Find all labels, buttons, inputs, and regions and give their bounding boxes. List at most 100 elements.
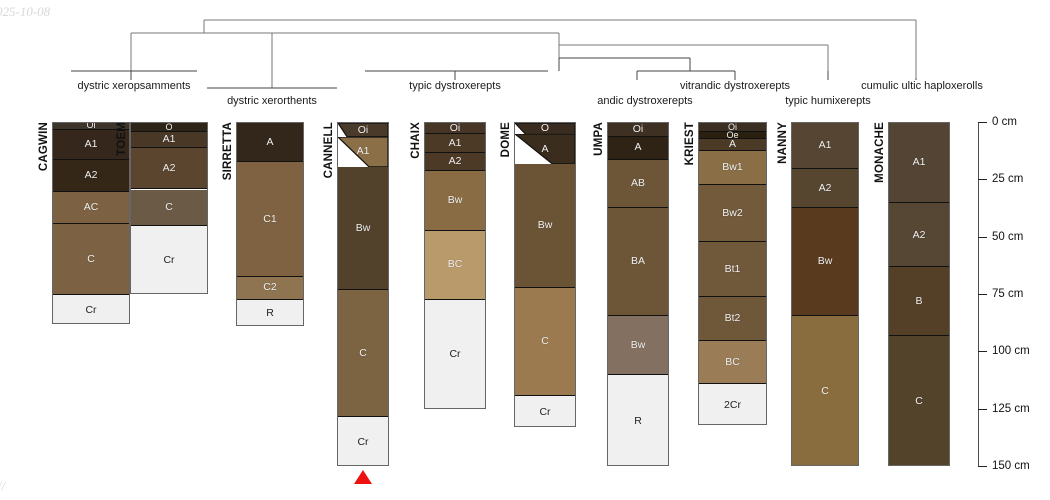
horizon-oi[interactable]: Oi — [425, 123, 485, 135]
horizon-label-a1: A1 — [912, 156, 926, 169]
horizon-c[interactable]: C — [338, 290, 388, 417]
horizon-c[interactable]: C — [131, 189, 207, 227]
horizon-c[interactable]: C — [515, 288, 575, 396]
horizon-label-bw1: Bw1 — [722, 160, 743, 173]
horizon-label-c: C — [915, 395, 923, 408]
profile-column-sirretta[interactable]: A C1 C2 R — [236, 122, 304, 327]
horizon-label-bc: BC — [447, 258, 463, 271]
profile-column-chaix[interactable]: Oi A1 A2 Bw BC Cr — [424, 122, 486, 409]
horizon-oi[interactable]: Oi — [53, 123, 129, 130]
horizon-c1[interactable]: C1 — [237, 161, 303, 277]
dendrogram-label-vitrandic-dystroxerepts: vitrandic dystroxerepts — [679, 80, 791, 92]
horizon-label-c: C — [821, 385, 829, 398]
horizon-label-a2: A2 — [162, 162, 176, 175]
horizon-bw[interactable]: Bw — [792, 207, 858, 316]
horizon-a[interactable]: A — [237, 123, 303, 162]
horizon-label-o: O — [540, 122, 550, 135]
horizon-label-cr: Cr — [449, 348, 461, 361]
horizon-a[interactable]: A — [608, 136, 668, 160]
horizon-a1[interactable]: A1 — [338, 136, 388, 167]
horizon-oi[interactable]: Oi — [608, 123, 668, 137]
profile-name-nanny: NANNY — [777, 122, 789, 164]
horizon-label-a1: A1 — [162, 133, 176, 146]
horizon-a2[interactable]: A2 — [131, 148, 207, 190]
horizon-a1[interactable]: A1 — [131, 132, 207, 149]
horizon-label-bw: Bw — [630, 338, 646, 351]
horizon-bt1[interactable]: Bt1 — [699, 242, 766, 298]
horizon-label-a: A — [728, 138, 736, 151]
horizon-label-bw: Bw — [355, 221, 371, 234]
horizon-a2[interactable]: A2 — [792, 168, 858, 208]
horizon-label-cr: Cr — [539, 405, 551, 418]
horizon-2cr[interactable]: 2Cr — [699, 384, 766, 424]
horizon-cr[interactable]: Cr — [131, 226, 207, 293]
horizon-a2[interactable]: A2 — [53, 159, 129, 192]
dendrogram-label-typic-humixerepts: typic humixerepts — [785, 95, 871, 107]
horizon-c[interactable]: C — [889, 336, 949, 465]
depth-tick-label: 25 cm — [992, 173, 1024, 186]
horizon-ba[interactable]: BA — [608, 207, 668, 316]
horizon-a[interactable]: A — [699, 138, 766, 151]
horizon-a[interactable]: A — [515, 134, 575, 165]
dendrogram-label-typic-dystroxerepts: typic dystroxerepts — [409, 80, 501, 92]
horizon-a1[interactable]: A1 — [792, 123, 858, 169]
horizon-label-bc: BC — [725, 355, 740, 368]
horizon-a2[interactable]: A2 — [425, 152, 485, 172]
horizon-b[interactable]: B — [889, 267, 949, 337]
horizon-cr[interactable]: Cr — [53, 295, 129, 323]
horizon-o[interactable]: O — [515, 122, 575, 135]
horizon-label-cr: Cr — [357, 435, 369, 448]
horizon-c[interactable]: C — [792, 315, 858, 465]
horizon-bw2[interactable]: Bw2 — [699, 184, 766, 243]
profile-column-toem[interactable]: O A1 A2 C Cr — [130, 122, 208, 294]
profile-name-toem: TOEM — [116, 122, 128, 156]
horizon-label-c: C — [165, 201, 173, 214]
horizon-bw[interactable]: Bw — [338, 166, 388, 291]
profile-name-cagwin: CAGWIN — [38, 122, 50, 172]
horizon-label-c1: C1 — [263, 212, 277, 225]
profile-column-umpa[interactable]: Oi A AB BA Bw R — [607, 122, 669, 466]
depth-tick-label: 75 cm — [992, 288, 1024, 300]
horizon-cr[interactable]: Cr — [425, 299, 485, 408]
horizon-label-o: O — [165, 122, 173, 132]
profile-column-cagwin[interactable]: Oi A1 A2 AC C Cr — [52, 122, 130, 324]
horizon-ac[interactable]: AC — [53, 191, 129, 224]
horizon-label-r: R — [634, 414, 642, 427]
horizon-bw[interactable]: Bw — [515, 164, 575, 289]
horizon-a1[interactable]: A1 — [53, 129, 129, 160]
horizon-cr[interactable]: Cr — [515, 395, 575, 426]
profile-column-cannell[interactable]: Oi A1 Bw C Cr — [337, 122, 389, 466]
dendrogram-label-andic-dystroxerepts: andic dystroxerepts — [597, 95, 693, 107]
selected-profile-marker — [354, 470, 372, 484]
horizon-bt2[interactable]: Bt2 — [699, 297, 766, 341]
horizon-bw[interactable]: Bw — [608, 315, 668, 376]
profile-column-monache[interactable]: A1 A2 B C — [888, 122, 950, 466]
horizon-c[interactable]: C — [53, 223, 129, 295]
horizon-oi[interactable]: Oi — [338, 123, 388, 137]
profile-column-dome[interactable]: O A Bw C Cr — [514, 122, 576, 427]
horizon-label-a: A — [541, 143, 549, 156]
horizon-bc[interactable]: BC — [699, 340, 766, 385]
horizon-oe[interactable]: Oe — [699, 130, 766, 139]
horizon-label-a1: A1 — [84, 138, 98, 151]
profile-column-nanny[interactable]: A1 A2 Bw C — [791, 122, 859, 466]
horizon-bw[interactable]: Bw — [425, 171, 485, 231]
horizon-label-oi: Oi — [632, 123, 644, 136]
horizon-label-bt2: Bt2 — [724, 312, 741, 325]
horizon-cr[interactable]: Cr — [338, 416, 388, 465]
profile-column-kriest[interactable]: Oi Oe A Bw1 Bw2 Bt1 Bt2 BC 2Cr — [698, 122, 767, 425]
horizon-bc[interactable]: BC — [425, 230, 485, 300]
horizon-a2[interactable]: A2 — [889, 203, 949, 268]
horizon-o[interactable]: O — [131, 122, 207, 133]
horizon-label-a1: A1 — [818, 139, 832, 152]
horizon-r[interactable]: R — [237, 299, 303, 326]
horizon-a1[interactable]: A1 — [889, 123, 949, 204]
horizon-ab[interactable]: AB — [608, 159, 668, 208]
horizon-a1[interactable]: A1 — [425, 134, 485, 153]
horizon-oi[interactable]: Oi — [699, 123, 766, 133]
depth-tick-label: 50 cm — [992, 230, 1024, 243]
horizon-bw1[interactable]: Bw1 — [699, 150, 766, 185]
horizon-c2[interactable]: C2 — [237, 276, 303, 300]
watermark-date-top: 025-10-08 — [0, 4, 51, 19]
horizon-r[interactable]: R — [608, 375, 668, 465]
